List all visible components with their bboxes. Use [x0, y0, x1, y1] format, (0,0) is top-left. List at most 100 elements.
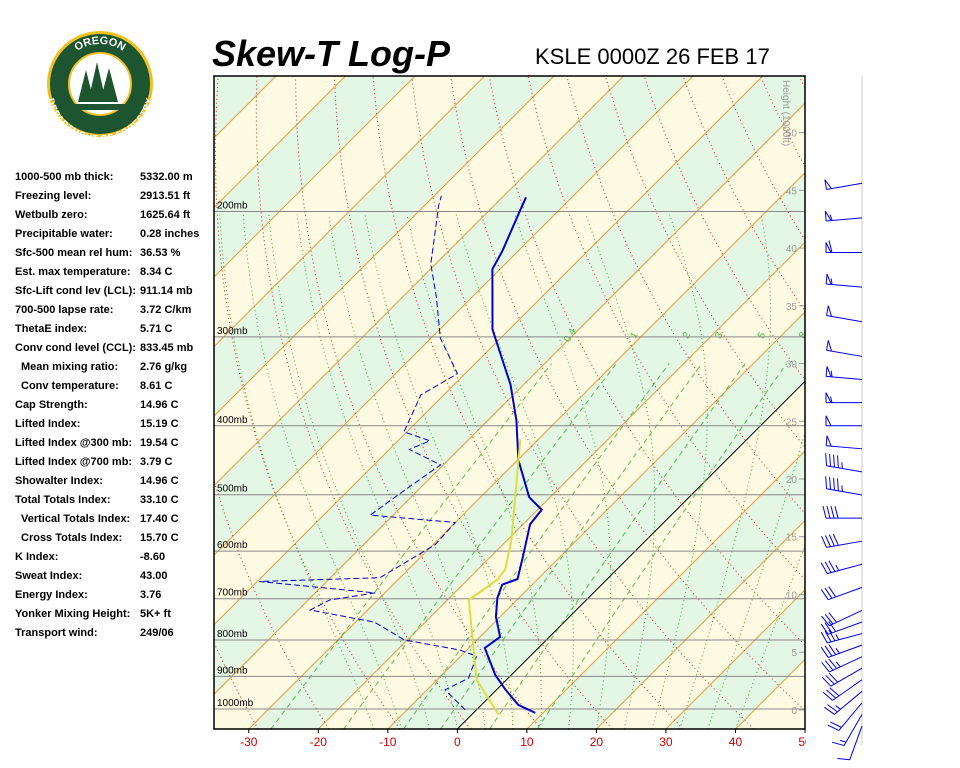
index-value: 2913.51 ft	[140, 190, 190, 202]
mixing-ratio-label: 5	[756, 330, 769, 341]
index-label: Precipitable water:	[15, 228, 113, 240]
isotherm	[317, 241, 805, 729]
pressure-label: 300mb	[217, 326, 248, 337]
wind-barb	[824, 179, 863, 190]
x-tick-label: -20	[310, 735, 328, 749]
wind-barb	[824, 210, 863, 222]
height-tick-label: 50	[786, 129, 798, 140]
indices: 1000-500 mb thick: 5332.00 m Freezing leve…	[15, 171, 199, 639]
wind-barb	[825, 435, 863, 450]
moist-adiabat	[364, 214, 514, 729]
mixing-ratio-line	[489, 363, 746, 729]
title: Skew-T Log-P	[212, 33, 451, 74]
temp-band	[214, 76, 805, 695]
dry-adiabat	[566, 76, 805, 515]
mixing-ratio-label: 1	[628, 330, 641, 341]
index-label: Lifted Index @700 mb:	[15, 456, 132, 468]
x-tick-label: 30	[659, 735, 673, 749]
index-value: 19.54 C	[140, 437, 179, 449]
wind-barb	[821, 667, 863, 687]
pressure-label: 800mb	[217, 629, 248, 640]
pressure-label: 500mb	[217, 484, 248, 495]
mixing-ratio-label: 8	[797, 330, 810, 341]
isotherm	[214, 76, 555, 417]
wind-barb	[831, 714, 863, 747]
logo-ground	[72, 104, 128, 110]
mixing-ratio-line	[403, 363, 670, 729]
mixing-ratio-line	[536, 363, 788, 729]
wind-barb	[826, 305, 863, 323]
mixing-ratio-line	[440, 363, 703, 729]
dry-adiabat	[915, 76, 960, 729]
index-value: 8.34 C	[140, 266, 172, 278]
dry-adiabat	[255, 76, 471, 729]
index-label: Total Totals Index:	[15, 494, 111, 506]
isotherm	[214, 102, 805, 695]
dry-adiabat	[411, 76, 755, 729]
height-tick-label: 35	[786, 302, 798, 313]
plot-frame	[213, 75, 806, 730]
dry-adiabat	[954, 76, 960, 729]
index-value: 15.19 C	[140, 418, 179, 430]
index-value: 3.72 C/km	[140, 304, 192, 316]
index-label: ThetaE index:	[15, 323, 87, 335]
wind-barb	[825, 273, 863, 288]
index-value: 17.40 C	[140, 513, 179, 525]
wind-barb	[821, 533, 863, 548]
x-tick-label: 10	[520, 735, 534, 749]
wind-barb	[822, 679, 863, 701]
index-label: 1000-500 mb thick:	[15, 171, 113, 183]
index-value: 1625.64 ft	[140, 209, 190, 221]
wind-barb	[825, 415, 863, 427]
mixing-ratio-label: 3	[713, 330, 726, 341]
temp-band	[214, 103, 805, 729]
index-value: 8.61 C	[140, 380, 172, 392]
wind-barb	[825, 476, 863, 496]
wind-barb	[827, 702, 863, 731]
pressure-label: 1000mb	[217, 698, 254, 709]
wind-barb	[820, 621, 863, 635]
mixing-ratio-label: 2	[681, 330, 694, 341]
index-value: 0.28 inches	[140, 228, 199, 240]
index-value: 15.70 C	[140, 532, 179, 544]
dry-adiabat	[527, 76, 805, 581]
height-tick-label: 25	[786, 417, 798, 428]
index-label: Lifted Index @300 mb:	[15, 437, 132, 449]
profile-line	[467, 439, 522, 716]
index-label: Conv cond level (CCL):	[15, 342, 136, 354]
isotherm	[214, 76, 416, 278]
index-value: 33.10 C	[140, 494, 179, 506]
axes: -30 -20 -10 0 10 20 30 40 50	[240, 729, 806, 749]
plot-area: 0.4 1 2 3 5 8200mb300mb400mb500mb600mb700mb80…	[214, 76, 960, 729]
height-tick-label: 45	[786, 186, 798, 197]
index-label: Freezing level:	[15, 190, 91, 202]
wind-barb	[825, 366, 863, 381]
index-value: 911.14 mb	[140, 285, 193, 297]
index-label: Transport wind:	[15, 627, 98, 639]
index-label: Est. max temperature:	[15, 266, 131, 278]
isotherm	[214, 76, 625, 487]
moist-adiabat	[406, 214, 542, 729]
index-value: 2.76 g/kg	[140, 361, 187, 373]
index-label: Yonker Mixing Height:	[15, 608, 130, 620]
x-tick-label: -30	[240, 735, 258, 749]
index-label: Showalter Index:	[15, 475, 103, 487]
isotherm	[214, 76, 346, 209]
isotherm	[248, 172, 805, 729]
index-label: Sweat Index:	[15, 570, 82, 582]
moist-adiabat	[455, 214, 574, 729]
profile-line	[483, 196, 544, 714]
wind-barb	[825, 453, 863, 473]
pressure-label: 600mb	[217, 540, 248, 551]
index-label: Wetbulb zero:	[15, 209, 88, 221]
height-tick-label: 15	[786, 533, 798, 544]
station: KSLE 0000Z 26 FEB 17	[535, 44, 770, 69]
moist-adiabat	[242, 214, 403, 729]
isotherm	[875, 76, 960, 729]
x-tick-label: 40	[729, 735, 743, 749]
wind-barb	[820, 586, 863, 601]
index-value: 249/06	[140, 627, 174, 639]
isotherm	[214, 76, 764, 626]
height-tick-label: 30	[786, 360, 798, 371]
